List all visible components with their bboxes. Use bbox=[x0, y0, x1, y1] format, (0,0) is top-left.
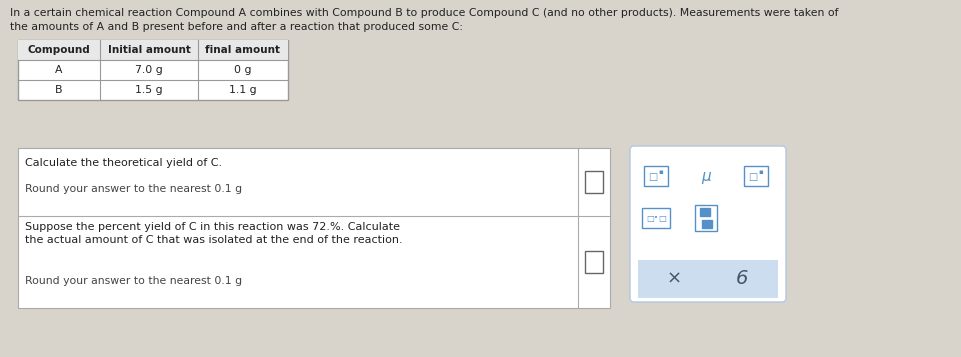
Text: Round your answer to the nearest 0.1 g: Round your answer to the nearest 0.1 g bbox=[25, 276, 242, 286]
Text: the actual amount of C that was isolated at the end of the reaction.: the actual amount of C that was isolated… bbox=[25, 235, 403, 245]
Bar bbox=[743, 166, 767, 186]
Bar bbox=[18, 40, 287, 100]
Text: □: □ bbox=[646, 213, 653, 222]
Text: •: • bbox=[653, 215, 657, 221]
Bar bbox=[18, 40, 287, 60]
Bar bbox=[584, 251, 603, 273]
Bar bbox=[643, 166, 667, 186]
Text: A: A bbox=[55, 65, 62, 75]
Bar bbox=[637, 260, 777, 298]
Text: 7.0 g: 7.0 g bbox=[135, 65, 162, 75]
Text: B: B bbox=[55, 85, 62, 95]
Text: ×: × bbox=[666, 270, 680, 288]
Text: ▪: ▪ bbox=[658, 169, 663, 175]
Text: μ: μ bbox=[701, 169, 710, 183]
Text: □: □ bbox=[648, 172, 657, 182]
FancyBboxPatch shape bbox=[629, 146, 785, 302]
Bar bbox=[700, 208, 709, 216]
Text: □: □ bbox=[748, 172, 757, 182]
Text: □: □ bbox=[657, 213, 665, 222]
Text: 6: 6 bbox=[735, 270, 748, 288]
Text: Round your answer to the nearest 0.1 g: Round your answer to the nearest 0.1 g bbox=[25, 184, 242, 194]
Text: In a certain chemical reaction Compound A combines with Compound B to produce Co: In a certain chemical reaction Compound … bbox=[10, 8, 838, 18]
Bar bbox=[694, 205, 716, 231]
Text: 0 g: 0 g bbox=[234, 65, 252, 75]
Text: Suppose the percent yield of C in this reaction was 72.%. Calculate: Suppose the percent yield of C in this r… bbox=[25, 222, 400, 232]
Text: Calculate the theoretical yield of C.: Calculate the theoretical yield of C. bbox=[25, 158, 222, 168]
Bar bbox=[641, 208, 669, 228]
Text: 1.5 g: 1.5 g bbox=[136, 85, 162, 95]
Text: 1.1 g: 1.1 g bbox=[229, 85, 257, 95]
Bar bbox=[702, 220, 711, 228]
Text: final amount: final amount bbox=[206, 45, 281, 55]
Bar bbox=[584, 171, 603, 193]
Text: ▪: ▪ bbox=[758, 169, 763, 175]
Text: Initial amount: Initial amount bbox=[108, 45, 190, 55]
Text: the amounts of A and B present before and after a reaction that produced some C:: the amounts of A and B present before an… bbox=[10, 22, 462, 32]
Bar bbox=[18, 148, 609, 308]
Text: Compound: Compound bbox=[28, 45, 90, 55]
